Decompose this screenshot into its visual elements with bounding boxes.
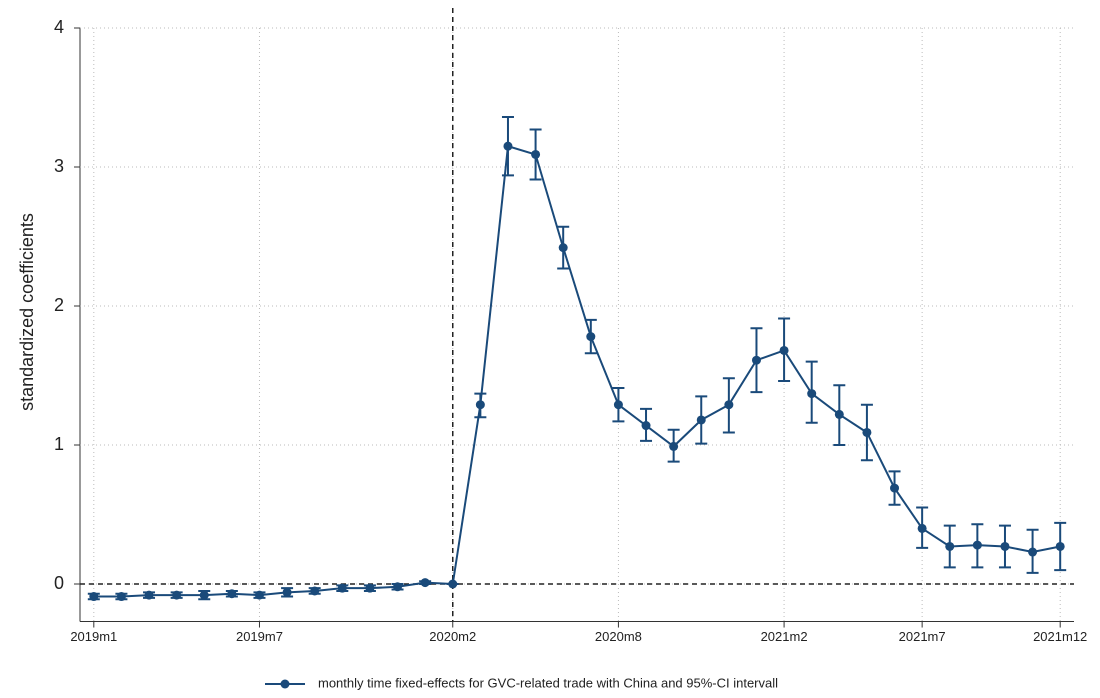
point [972, 540, 982, 550]
x-tick-label: 2019m1 [70, 629, 117, 644]
point [475, 400, 485, 410]
point [1028, 547, 1038, 557]
point [834, 409, 844, 419]
x-tick-label: 2020m8 [595, 629, 642, 644]
y-tick-label: 1 [54, 434, 64, 454]
x-tick-label: 2021m7 [899, 629, 946, 644]
x-tick-label: 2019m7 [236, 629, 283, 644]
point [862, 427, 872, 437]
point [751, 355, 761, 365]
point [779, 345, 789, 355]
point [890, 483, 900, 493]
point [199, 590, 209, 600]
point [586, 332, 596, 342]
x-tick-label: 2021m12 [1033, 629, 1087, 644]
point [531, 149, 541, 159]
point [641, 421, 651, 431]
point [917, 523, 927, 533]
point [696, 415, 706, 425]
point [1055, 541, 1065, 551]
point [365, 583, 375, 593]
point [310, 586, 320, 596]
y-tick-label: 4 [54, 17, 64, 37]
point [420, 578, 430, 588]
point [282, 587, 292, 597]
point [227, 589, 237, 599]
y-tick-label: 2 [54, 295, 64, 315]
y-axis-label: standardized coefficients [17, 213, 37, 411]
point [724, 400, 734, 410]
legend-label: monthly time fixed-effects for GVC-relat… [318, 675, 778, 690]
point [116, 592, 126, 602]
y-tick-label: 0 [54, 573, 64, 593]
point [448, 579, 458, 589]
y-tick-label: 3 [54, 156, 64, 176]
point [393, 582, 403, 592]
point [89, 592, 99, 602]
series-line [93, 144, 1061, 598]
point [1000, 541, 1010, 551]
x-tick-label: 2020m2 [429, 629, 476, 644]
x-tick-label: 2021m2 [761, 629, 808, 644]
point [254, 590, 264, 600]
point [172, 590, 182, 600]
point [807, 389, 817, 399]
point [337, 583, 347, 593]
point [144, 590, 154, 600]
point [613, 400, 623, 410]
point [945, 541, 955, 551]
point [669, 441, 679, 451]
legend-marker [280, 679, 290, 689]
point [503, 141, 513, 151]
point [558, 243, 568, 253]
